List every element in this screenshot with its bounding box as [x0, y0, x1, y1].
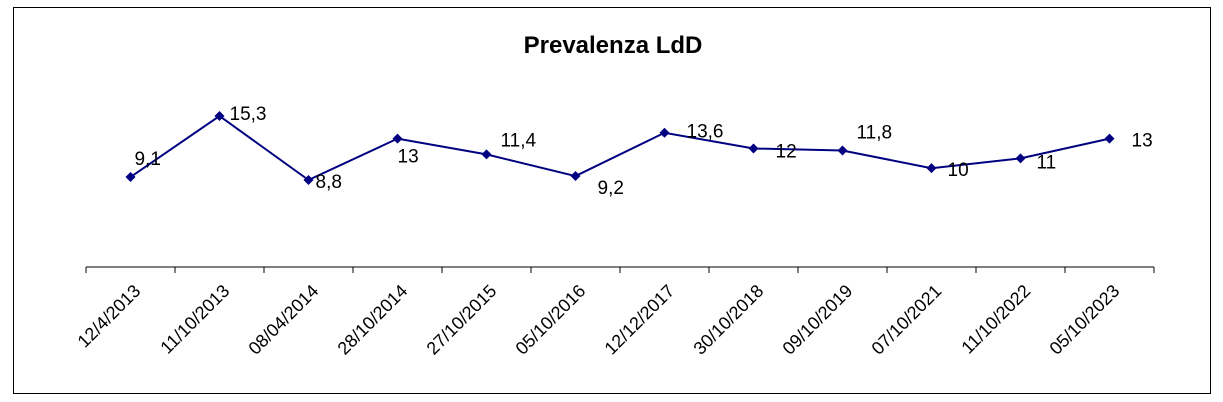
data-point-marker	[837, 145, 848, 156]
chart-title: Prevalenza LdD	[524, 32, 703, 59]
data-point-marker	[392, 133, 403, 144]
data-label: 11,4	[501, 130, 537, 151]
x-tick-label: 09/10/2019	[779, 281, 857, 359]
data-label: 13,6	[687, 122, 724, 143]
data-point-marker	[1015, 153, 1026, 164]
x-tick-label: 30/10/2018	[690, 281, 768, 359]
data-point-marker	[125, 172, 136, 183]
data-point-marker	[1104, 133, 1115, 144]
x-tick-label: 28/10/2014	[334, 281, 412, 359]
data-point-marker	[481, 149, 492, 160]
data-point-marker	[303, 175, 314, 185]
data-point-marker	[214, 111, 225, 121]
x-tick-label: 12/12/2017	[601, 281, 679, 359]
data-point-marker	[926, 163, 937, 174]
data-label: 15,3	[230, 104, 267, 125]
series-line	[129, 114, 1110, 182]
x-tick-label: 08/04/2014	[245, 281, 323, 359]
x-tick-label: 07/10/2021	[868, 281, 946, 359]
data-labels: 9,1 15,3 8,8 13 11,4 9,2 13,6 12 11,8 10 11 13	[135, 104, 1153, 199]
x-tick-label: 05/10/2023	[1046, 281, 1124, 359]
x-tick-label: 12/4/2013	[74, 281, 145, 352]
series-markers	[125, 111, 1115, 185]
data-label: 13	[1132, 131, 1153, 152]
data-label: 10	[948, 160, 969, 181]
line-chart: Prevalenza LdD 12/4/2013 11/10/2013 08/04/…	[74, 32, 1155, 359]
data-label: 12	[776, 141, 797, 162]
x-tick-label: 11/10/2013	[156, 281, 233, 358]
data-label: 11,8	[857, 122, 893, 143]
chart-frame: Prevalenza LdD 12/4/2013 11/10/2013 08/04/…	[13, 7, 1211, 394]
x-axis-ticks	[85, 267, 1155, 273]
x-tick-label: 11/10/2022	[957, 281, 1034, 358]
data-point-marker	[570, 171, 581, 182]
data-label: 13	[398, 147, 419, 168]
x-tick-label: 27/10/2015	[423, 281, 501, 359]
data-point-marker	[659, 127, 670, 138]
data-label: 8,8	[316, 172, 342, 193]
data-label: 9,1	[135, 149, 161, 170]
x-tick-label: 05/10/2016	[512, 281, 590, 359]
data-label: 9,2	[598, 178, 624, 199]
data-point-marker	[748, 143, 759, 154]
data-label: 11	[1037, 152, 1057, 173]
x-axis-tick-labels: 12/4/2013 11/10/2013 08/04/2014 28/10/2014 2…	[74, 281, 1124, 359]
